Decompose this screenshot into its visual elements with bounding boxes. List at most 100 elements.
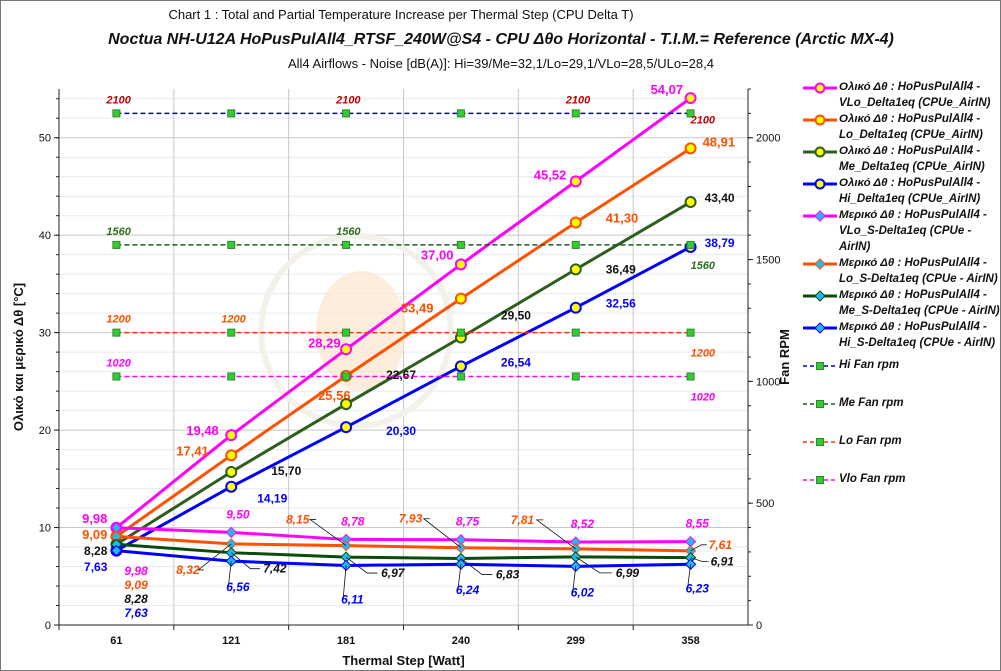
data-point-fan: [342, 240, 351, 249]
y2-tick-label: 0: [756, 620, 762, 632]
legend-label: Μερικό Δθ : HoPusPulAll4 -Hi_S-Delta1eq …: [839, 321, 996, 349]
legend-marker-icon: [803, 114, 837, 126]
legend-label: Ολικό Δθ : HoPusPulAll4 -Me_Delta1eq (CP…: [839, 145, 985, 173]
legend-item: Vlo Fan rpm: [801, 471, 1000, 487]
legend-item: Lo Fan rpm: [801, 433, 1000, 449]
data-label: 9,98: [124, 564, 148, 578]
legend-item: Ολικό Δθ : HoPusPulAll4 -Me_Delta1eq (CP…: [801, 143, 1000, 175]
legend-label: Ολικό Δθ : HoPusPulAll4 -Lo_Delta1eq (CP…: [839, 113, 983, 141]
data-point-fan: [342, 328, 351, 337]
data-label: 1560: [106, 226, 131, 238]
y2-tick-label: 2000: [756, 133, 780, 145]
data-label: 6,02: [571, 585, 595, 599]
legend-marker-icon: [803, 438, 837, 446]
data-label: 28,29: [308, 335, 341, 350]
data-label-leader: [535, 519, 576, 550]
data-label: 17,41: [176, 443, 209, 458]
data-label: 19,48: [186, 423, 219, 438]
data-point-fan: [456, 109, 465, 118]
y-tick-label: 10: [39, 523, 51, 535]
data-point-fan: [686, 328, 695, 337]
data-point-fan: [571, 240, 580, 249]
data-label-leader: [690, 544, 707, 552]
data-label: 6,97: [381, 566, 406, 580]
y-axis-label: Ολικό και μερικό Δθ [°C]: [11, 283, 26, 431]
data-point-total: [225, 465, 238, 478]
data-label: 8,52: [571, 517, 595, 531]
data-point-partial: [340, 559, 352, 572]
data-point-partial: [455, 542, 467, 554]
data-point-total: [684, 92, 697, 105]
data-label: 7,93: [399, 512, 423, 526]
chart-noise-subtitle: All4 Airflows - Noise [dB(A)]: Hi=39/Me=…: [287, 56, 714, 71]
data-point-fan: [112, 328, 121, 337]
legend-label: Ολικό Δθ : HoPusPulAll4 -Hi_Delta1eq (CP…: [839, 177, 981, 205]
x-tick-label: 61: [110, 635, 122, 647]
legend-marker-icon: [803, 146, 837, 158]
watermark-logo: [316, 271, 406, 391]
y2-tick-label: 500: [756, 498, 774, 510]
data-label: 2100: [105, 94, 131, 106]
data-label: 6,23: [686, 581, 710, 595]
data-label: 38,79: [705, 236, 735, 250]
y2-axis-label: Fan RPM: [777, 329, 792, 385]
data-label-leader: [197, 543, 232, 571]
data-label: 8,28: [124, 592, 148, 606]
x-tick-label: 358: [681, 635, 699, 647]
data-point-total: [340, 421, 353, 434]
data-point-fan: [227, 328, 236, 337]
y2-tick-label: 1000: [756, 376, 780, 388]
data-label: 9,98: [82, 511, 107, 526]
legend-item: Μερικό Δθ : HoPusPulAll4 -Hi_S-Delta1eq …: [801, 319, 1000, 351]
data-point-fan: [227, 372, 236, 381]
data-label: 6,99: [616, 566, 640, 580]
data-label-leader: [342, 565, 347, 600]
legend-label: Me Fan rpm: [839, 397, 904, 409]
data-label: 6,56: [226, 580, 250, 594]
data-label: 1020: [106, 357, 131, 369]
data-label: 8,28: [84, 544, 108, 558]
data-point-fan: [456, 328, 465, 337]
data-point-fan: [686, 109, 695, 118]
legend: Ολικό Δθ : HoPusPulAll4 -VLo_Delta1eq (C…: [801, 79, 1000, 487]
data-label: 41,30: [606, 211, 639, 226]
legend-label: Ολικό Δθ : HoPusPulAll4 -VLo_Delta1eq (C…: [839, 81, 991, 109]
data-label: 7,42: [263, 562, 287, 576]
data-label: 9,09: [82, 527, 107, 542]
data-label: 20,30: [386, 424, 416, 438]
data-point-total: [569, 175, 582, 188]
data-label: 9,50: [226, 507, 250, 521]
data-point-fan: [342, 372, 351, 381]
data-point-fan: [112, 109, 121, 118]
y-tick-label: 30: [39, 328, 51, 340]
data-label-leader: [575, 556, 612, 574]
data-label: 8,78: [341, 514, 365, 528]
series-line-0: [115, 96, 692, 529]
data-label: 1200: [691, 348, 716, 360]
data-point-fan: [342, 109, 351, 118]
data-label: 8,32: [176, 563, 200, 577]
data-point-fan: [686, 372, 695, 381]
series-line-4: [116, 526, 691, 544]
legend-label: Μερικό Δθ : HoPusPulAll4 -VLo_S-Delta1eq…: [839, 209, 987, 253]
legend-marker-icon: [803, 82, 837, 94]
legend-item: Ολικό Δθ : HoPusPulAll4 -VLo_Delta1eq (C…: [801, 79, 1000, 111]
data-point-total: [569, 301, 582, 314]
legend-label: Hi Fan rpm: [839, 359, 900, 371]
data-label: 6,91: [711, 555, 735, 569]
legend-item: Ολικό Δθ : HoPusPulAll4 -Hi_Delta1eq (CP…: [801, 175, 1000, 207]
data-label: 6,83: [496, 567, 520, 581]
data-point-fan: [112, 372, 121, 381]
data-label: 6,11: [341, 592, 364, 606]
legend-marker-icon: [803, 362, 837, 370]
data-point-fan: [571, 372, 580, 381]
y2-tick-label: 1500: [756, 255, 780, 267]
legend-marker-icon: [803, 210, 837, 222]
data-label: 15,70: [271, 464, 301, 478]
data-label: 22,67: [386, 368, 416, 382]
data-point-partial: [570, 560, 582, 573]
x-tick-label: 181: [337, 635, 355, 647]
data-label-leader: [345, 556, 378, 574]
